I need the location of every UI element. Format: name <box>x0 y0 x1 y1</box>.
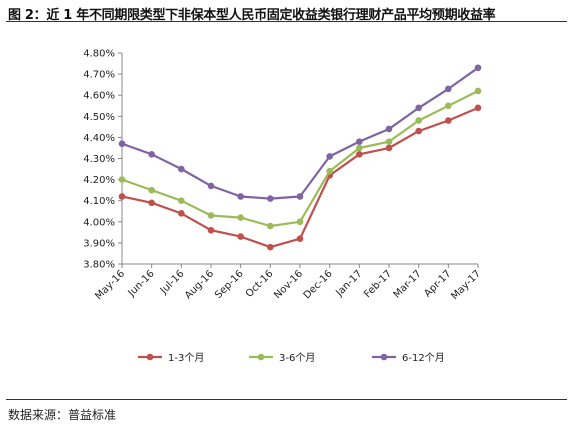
series-1-point <box>385 144 393 152</box>
y-tick-label: 3.90% <box>83 238 115 249</box>
legend-marker-2 <box>257 353 265 361</box>
x-tick-label: Feb-17 <box>362 268 394 300</box>
series-3-point <box>474 64 482 72</box>
series-2-point <box>356 144 363 152</box>
series-2-point <box>178 197 185 204</box>
line-chart: 3.80% 3.90% 4.00% 4.10% 4.20% 4.30% 4.40% 4.50%… <box>83 49 483 365</box>
y-tick-label: 4.00% <box>83 217 115 228</box>
series-line-3 <box>121 66 479 200</box>
series-2-point <box>296 218 304 226</box>
series-3-point <box>267 195 274 202</box>
series-2-point <box>474 87 482 95</box>
series-2-point <box>326 167 333 175</box>
series-2-point <box>148 186 155 194</box>
x-tick-label: Aug-16 <box>183 268 216 301</box>
series-1-point <box>356 150 363 158</box>
y-tick-label: 3.80% <box>83 260 115 271</box>
x-tick-label: Dec-16 <box>302 268 335 301</box>
series-2-point <box>207 212 215 219</box>
legend-label-2: 3-6个月 <box>279 352 315 364</box>
series-2-point <box>385 138 393 145</box>
y-tick-label: 4.10% <box>83 196 115 207</box>
x-tick-label: May-16 <box>93 268 127 302</box>
series-1-point <box>148 199 155 207</box>
chart-axes <box>121 53 478 265</box>
x-tick-label: May-17 <box>449 268 483 302</box>
y-tick-label: 4.60% <box>83 91 115 102</box>
series-lines <box>118 64 482 251</box>
legend: 1-3个月 3-6个月 6-12个月 <box>138 352 445 364</box>
series-1-point <box>237 233 244 240</box>
legend-label-3: 6-12个月 <box>402 352 445 364</box>
series-3-point <box>237 193 244 200</box>
series-1-point <box>415 127 422 135</box>
series-3-point <box>178 165 185 173</box>
x-tick-label: Jan-17 <box>334 268 365 299</box>
series-3-point <box>445 85 452 93</box>
x-tick-label: Jul-16 <box>158 268 187 297</box>
series-3-point <box>118 140 126 148</box>
series-1-point <box>445 117 452 124</box>
y-tick-label: 4.50% <box>83 112 115 123</box>
series-3-point <box>296 193 304 200</box>
x-axis-ticks: May-16 Jun-16 Jul-16Aug-16Sep-16Oct-16Nov-… <box>93 264 483 302</box>
series-1-point <box>118 193 126 200</box>
series-1-point <box>207 226 215 234</box>
y-tick-label: 4.80% <box>83 49 115 60</box>
x-tick-label: Jun-16 <box>126 268 157 299</box>
series-line-2 <box>121 90 479 228</box>
x-tick-label: Nov-16 <box>272 268 305 301</box>
series-3-point <box>356 138 363 145</box>
series-2-point <box>237 214 244 221</box>
series-1-point <box>267 243 274 251</box>
series-line-1 <box>121 106 479 249</box>
y-tick-label: 4.70% <box>83 70 115 81</box>
y-axis-ticks: 3.80% 3.90% 4.00% 4.10% 4.20% 4.30% 4.40% 4.50%… <box>83 49 122 271</box>
figure-source: 数据来源：普益标准 <box>8 408 117 422</box>
x-tick-label: Sep-16 <box>213 268 246 301</box>
top-rule <box>6 21 567 22</box>
series-3-point <box>385 125 393 133</box>
legend-marker-3 <box>380 353 388 361</box>
y-tick-label: 4.20% <box>83 175 115 186</box>
series-1-point <box>474 104 482 112</box>
bottom-rule <box>6 399 567 400</box>
series-2-point <box>118 176 126 183</box>
series-3-point <box>148 150 155 158</box>
series-3-point <box>326 153 333 160</box>
legend-label-1: 1-3个月 <box>168 352 204 364</box>
y-tick-label: 4.40% <box>83 133 115 144</box>
series-2-point <box>445 102 452 110</box>
figure-caption: 图 2：近 1 年不同期限类型下非保本型人民币固定收益类银行理财产品平均预期收益… <box>8 8 496 23</box>
y-tick-label: 4.30% <box>83 154 115 165</box>
legend-marker-1 <box>146 353 154 361</box>
series-1-point <box>296 235 304 242</box>
x-tick-label: Oct-16 <box>244 268 276 300</box>
series-1-point <box>178 210 185 217</box>
series-3-point <box>207 182 215 190</box>
series-3-point <box>415 104 422 112</box>
x-tick-label: Mar-17 <box>392 268 424 300</box>
series-2-point <box>267 222 274 230</box>
series-2-point <box>415 117 422 124</box>
